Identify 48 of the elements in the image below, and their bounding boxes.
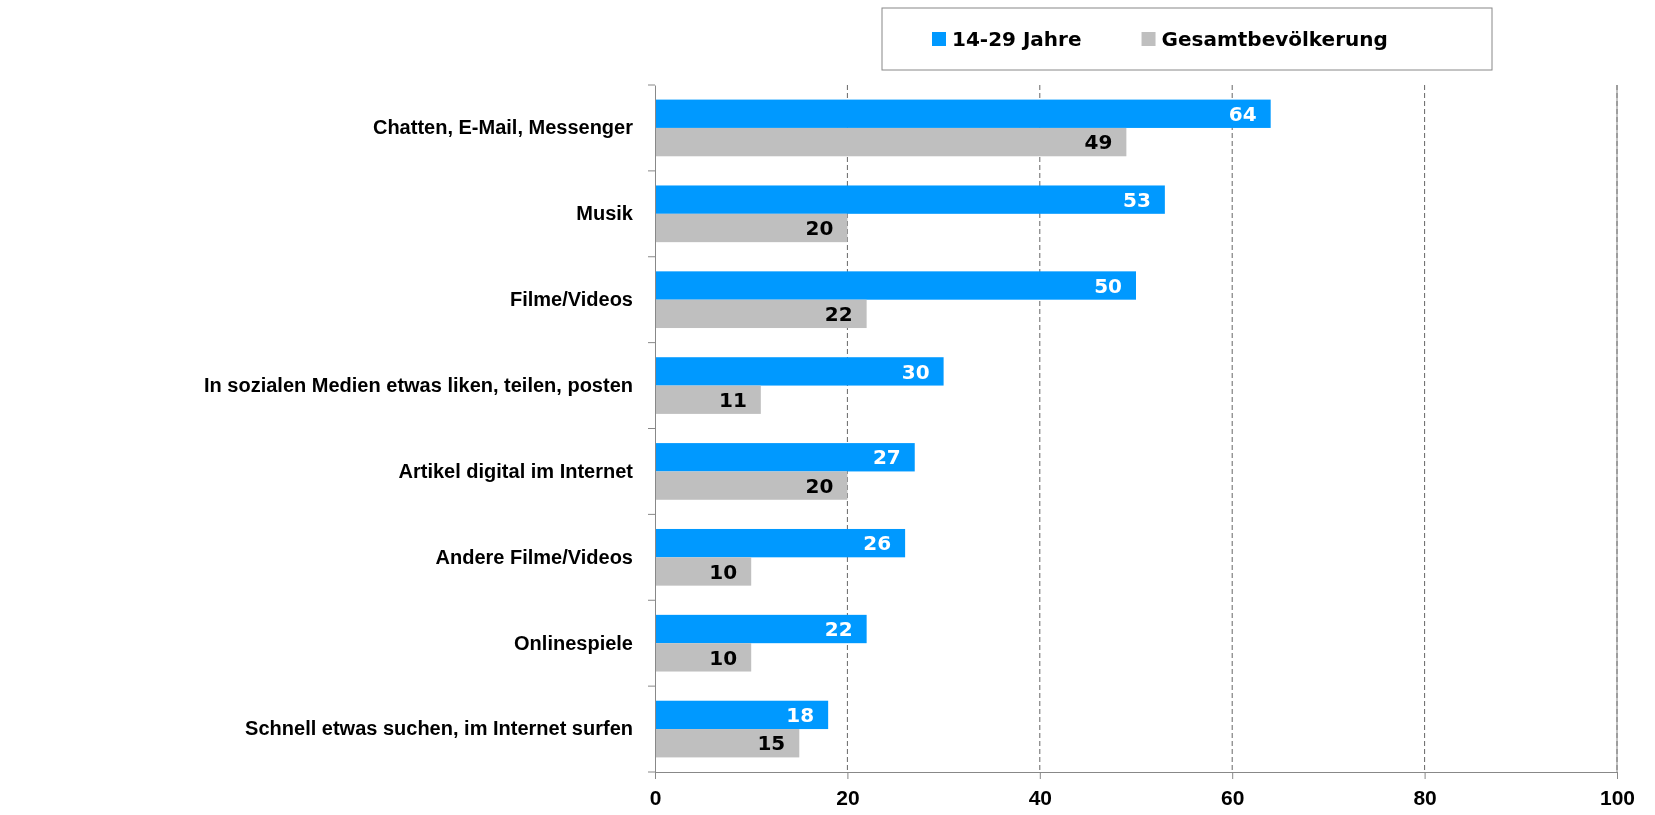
bar	[655, 700, 829, 730]
bar	[655, 99, 1271, 128]
bar	[655, 357, 944, 386]
bar	[655, 299, 867, 329]
bar	[655, 643, 752, 672]
y-tick-label: Schnell etwas suchen, im Internet surfen	[245, 717, 633, 740]
y-tick-label: Andere Filme/Videos	[435, 545, 633, 568]
legend-label: 14-29 Jahre	[952, 27, 1082, 52]
data-label: 50	[1094, 273, 1122, 298]
data-label: 22	[824, 617, 853, 642]
data-label: 20	[805, 473, 834, 498]
data-label: 15	[757, 731, 786, 756]
data-label: 10	[709, 559, 738, 584]
bar	[655, 185, 1165, 214]
y-tick-label: Onlinespiele	[514, 631, 633, 654]
data-label: 22	[824, 302, 853, 327]
data-label: 26	[863, 531, 892, 556]
x-tick-label: 60	[1221, 786, 1245, 810]
bar	[655, 557, 752, 586]
bar	[655, 528, 906, 558]
data-label: 10	[709, 645, 738, 670]
data-label: 11	[718, 387, 747, 412]
y-tick-label: In sozialen Medien etwas liken, teilen, posten	[204, 373, 633, 396]
y-tick-label: Artikel digital im Internet	[398, 459, 634, 482]
bar	[655, 729, 800, 758]
bar	[655, 614, 867, 644]
x-tick-label: 100	[1599, 786, 1636, 810]
data-label: 49	[1084, 130, 1113, 155]
bar	[655, 127, 1127, 157]
x-tick-label: 40	[1028, 786, 1052, 810]
data-label: 27	[872, 445, 901, 470]
x-tick-label: 80	[1413, 786, 1437, 810]
y-tick-label: Filme/Videos	[509, 288, 633, 311]
data-label: 53	[1123, 187, 1151, 212]
y-tick-label: Musik	[576, 202, 634, 225]
y-tick-label: Chatten, E-Mail, Messenger	[372, 116, 634, 139]
bar	[655, 213, 848, 243]
bar	[655, 443, 915, 472]
legend-label: Gesamtbevölkerung	[1161, 27, 1388, 52]
data-label: 18	[786, 703, 815, 728]
x-tick-label: 0	[649, 786, 662, 810]
data-label: 64	[1228, 101, 1257, 126]
x-tick-label: 20	[836, 786, 860, 810]
data-label: 30	[901, 359, 930, 384]
data-label: 20	[805, 216, 834, 241]
bar	[655, 385, 761, 414]
bar	[655, 471, 848, 500]
bar	[655, 271, 1136, 300]
